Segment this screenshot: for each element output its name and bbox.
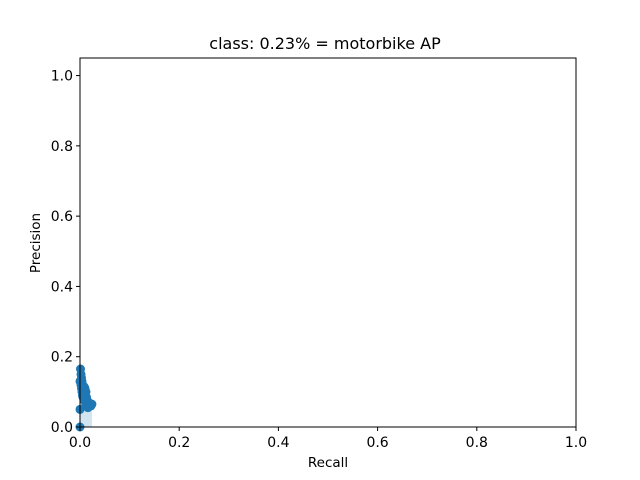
plot-frame (79, 57, 577, 428)
y-tick-label: 0.6 (51, 209, 73, 225)
x-tick-label: 0.6 (366, 435, 388, 451)
x-tick-label: 0.0 (69, 435, 91, 451)
x-tick-label: 0.8 (466, 435, 488, 451)
y-tick-label: 0.4 (51, 279, 73, 295)
data-point (87, 399, 97, 409)
y-axis-label: Precision (28, 213, 44, 273)
y-tick-label: 0.2 (51, 350, 73, 366)
x-tick-label: 1.0 (565, 435, 587, 451)
y-tick-label: 1.0 (51, 69, 73, 85)
x-axis-label: Recall (308, 455, 348, 471)
y-tick-label: 0.8 (51, 139, 73, 155)
x-tick-label: 0.2 (168, 435, 190, 451)
x-tick-label: 0.4 (267, 435, 289, 451)
x-axis-ticks: 0.0 0.2 0.4 0.6 0.8 1.0 (69, 427, 587, 451)
chart-title: class: 0.23% = motorbike AP (209, 34, 441, 53)
data-points-layer (75, 364, 97, 432)
y-axis-ticks: 0.0 0.2 0.4 0.6 0.8 1.0 (51, 69, 80, 436)
y-tick-label: 0.0 (51, 420, 73, 436)
